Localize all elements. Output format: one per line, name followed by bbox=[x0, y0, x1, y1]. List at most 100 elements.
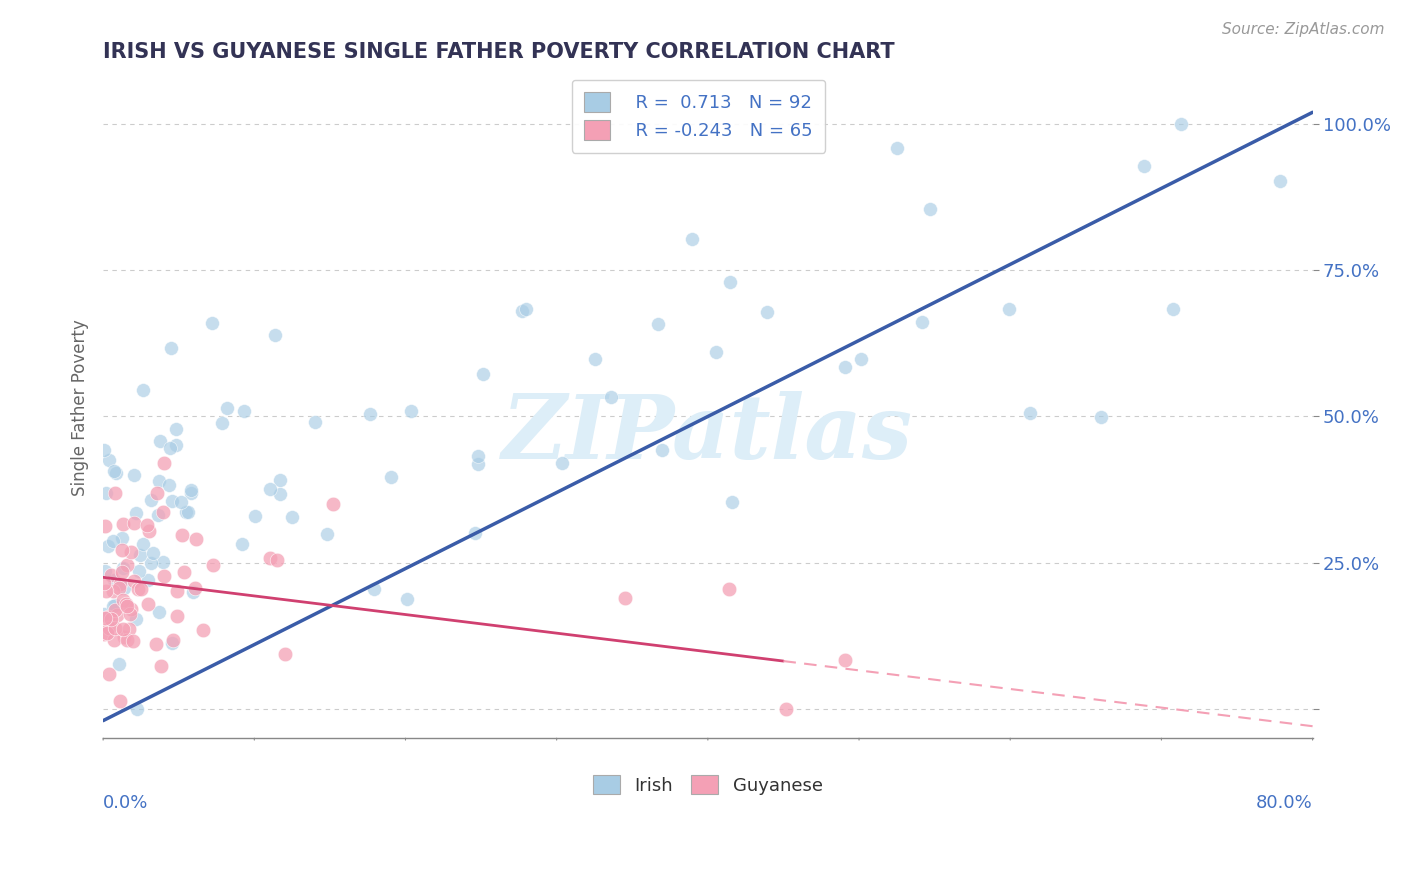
Point bbox=[148, 474, 170, 488]
Point bbox=[1133, 160, 1156, 174]
Text: 0.0%: 0.0% bbox=[103, 795, 149, 813]
Point bbox=[111, 543, 134, 558]
Point bbox=[125, 702, 148, 716]
Point bbox=[101, 599, 124, 613]
Point bbox=[104, 602, 127, 616]
Point bbox=[274, 647, 297, 661]
Point bbox=[232, 404, 254, 418]
Text: IRISH VS GUYANESE SINGLE FATHER POVERTY CORRELATION CHART: IRISH VS GUYANESE SINGLE FATHER POVERTY … bbox=[103, 42, 894, 62]
Point bbox=[146, 486, 169, 500]
Text: Source: ZipAtlas.com: Source: ZipAtlas.com bbox=[1222, 22, 1385, 37]
Point bbox=[103, 464, 125, 478]
Point bbox=[211, 416, 233, 430]
Point bbox=[160, 341, 183, 355]
Point bbox=[120, 545, 142, 559]
Point bbox=[169, 495, 191, 509]
Point bbox=[103, 573, 125, 587]
Point bbox=[118, 607, 141, 622]
Point bbox=[94, 519, 117, 533]
Point bbox=[173, 565, 195, 579]
Point bbox=[886, 141, 908, 155]
Point bbox=[183, 585, 205, 599]
Point bbox=[97, 609, 120, 624]
Point bbox=[94, 486, 117, 500]
Point bbox=[153, 456, 176, 470]
Point bbox=[98, 621, 121, 635]
Point bbox=[108, 577, 131, 591]
Point bbox=[110, 694, 132, 708]
Point bbox=[918, 202, 941, 217]
Point bbox=[152, 505, 174, 519]
Point bbox=[172, 528, 194, 542]
Point bbox=[93, 576, 115, 591]
Point bbox=[911, 315, 934, 329]
Point bbox=[112, 581, 135, 595]
Point bbox=[112, 593, 135, 607]
Point bbox=[721, 495, 744, 509]
Point bbox=[165, 437, 187, 451]
Point bbox=[108, 582, 131, 596]
Point bbox=[162, 493, 184, 508]
Point bbox=[93, 564, 115, 578]
Point bbox=[93, 627, 115, 641]
Point bbox=[363, 582, 385, 596]
Point bbox=[115, 558, 138, 572]
Point bbox=[515, 302, 537, 317]
Point bbox=[756, 305, 779, 319]
Point bbox=[153, 569, 176, 583]
Point bbox=[464, 526, 486, 541]
Point bbox=[142, 546, 165, 560]
Point bbox=[93, 443, 115, 458]
Point bbox=[180, 485, 202, 500]
Point bbox=[97, 667, 120, 681]
Point bbox=[1161, 302, 1184, 317]
Point bbox=[380, 470, 402, 484]
Point bbox=[112, 622, 135, 636]
Point bbox=[122, 516, 145, 530]
Point bbox=[118, 622, 141, 636]
Point bbox=[304, 416, 326, 430]
Point bbox=[718, 582, 741, 597]
Point bbox=[127, 582, 149, 597]
Point bbox=[399, 404, 422, 418]
Point bbox=[100, 612, 122, 626]
Point bbox=[136, 518, 159, 533]
Point bbox=[259, 551, 281, 566]
Point bbox=[120, 601, 142, 615]
Point bbox=[117, 632, 139, 647]
Point bbox=[613, 591, 636, 605]
Point bbox=[1268, 174, 1291, 188]
Point bbox=[184, 533, 207, 547]
Point bbox=[322, 497, 344, 511]
Point bbox=[1170, 117, 1192, 131]
Point bbox=[148, 606, 170, 620]
Point bbox=[94, 611, 117, 625]
Point bbox=[124, 612, 146, 626]
Point bbox=[108, 657, 131, 671]
Point bbox=[174, 505, 197, 519]
Point bbox=[138, 524, 160, 538]
Point bbox=[269, 487, 291, 501]
Point bbox=[103, 633, 125, 648]
Point bbox=[849, 352, 872, 367]
Text: 80.0%: 80.0% bbox=[1256, 795, 1313, 813]
Point bbox=[97, 539, 120, 553]
Point bbox=[122, 468, 145, 483]
Point bbox=[704, 345, 727, 359]
Point bbox=[96, 626, 118, 640]
Point bbox=[139, 493, 162, 508]
Point bbox=[104, 598, 127, 612]
Point bbox=[266, 553, 288, 567]
Text: ZIPatlas: ZIPatlas bbox=[502, 391, 914, 477]
Point bbox=[139, 556, 162, 570]
Point bbox=[647, 317, 669, 331]
Point bbox=[243, 508, 266, 523]
Point bbox=[834, 653, 856, 667]
Point bbox=[165, 422, 187, 436]
Point bbox=[125, 506, 148, 520]
Point bbox=[103, 584, 125, 599]
Point bbox=[191, 623, 214, 637]
Point bbox=[231, 537, 253, 551]
Point bbox=[166, 608, 188, 623]
Point bbox=[105, 466, 128, 480]
